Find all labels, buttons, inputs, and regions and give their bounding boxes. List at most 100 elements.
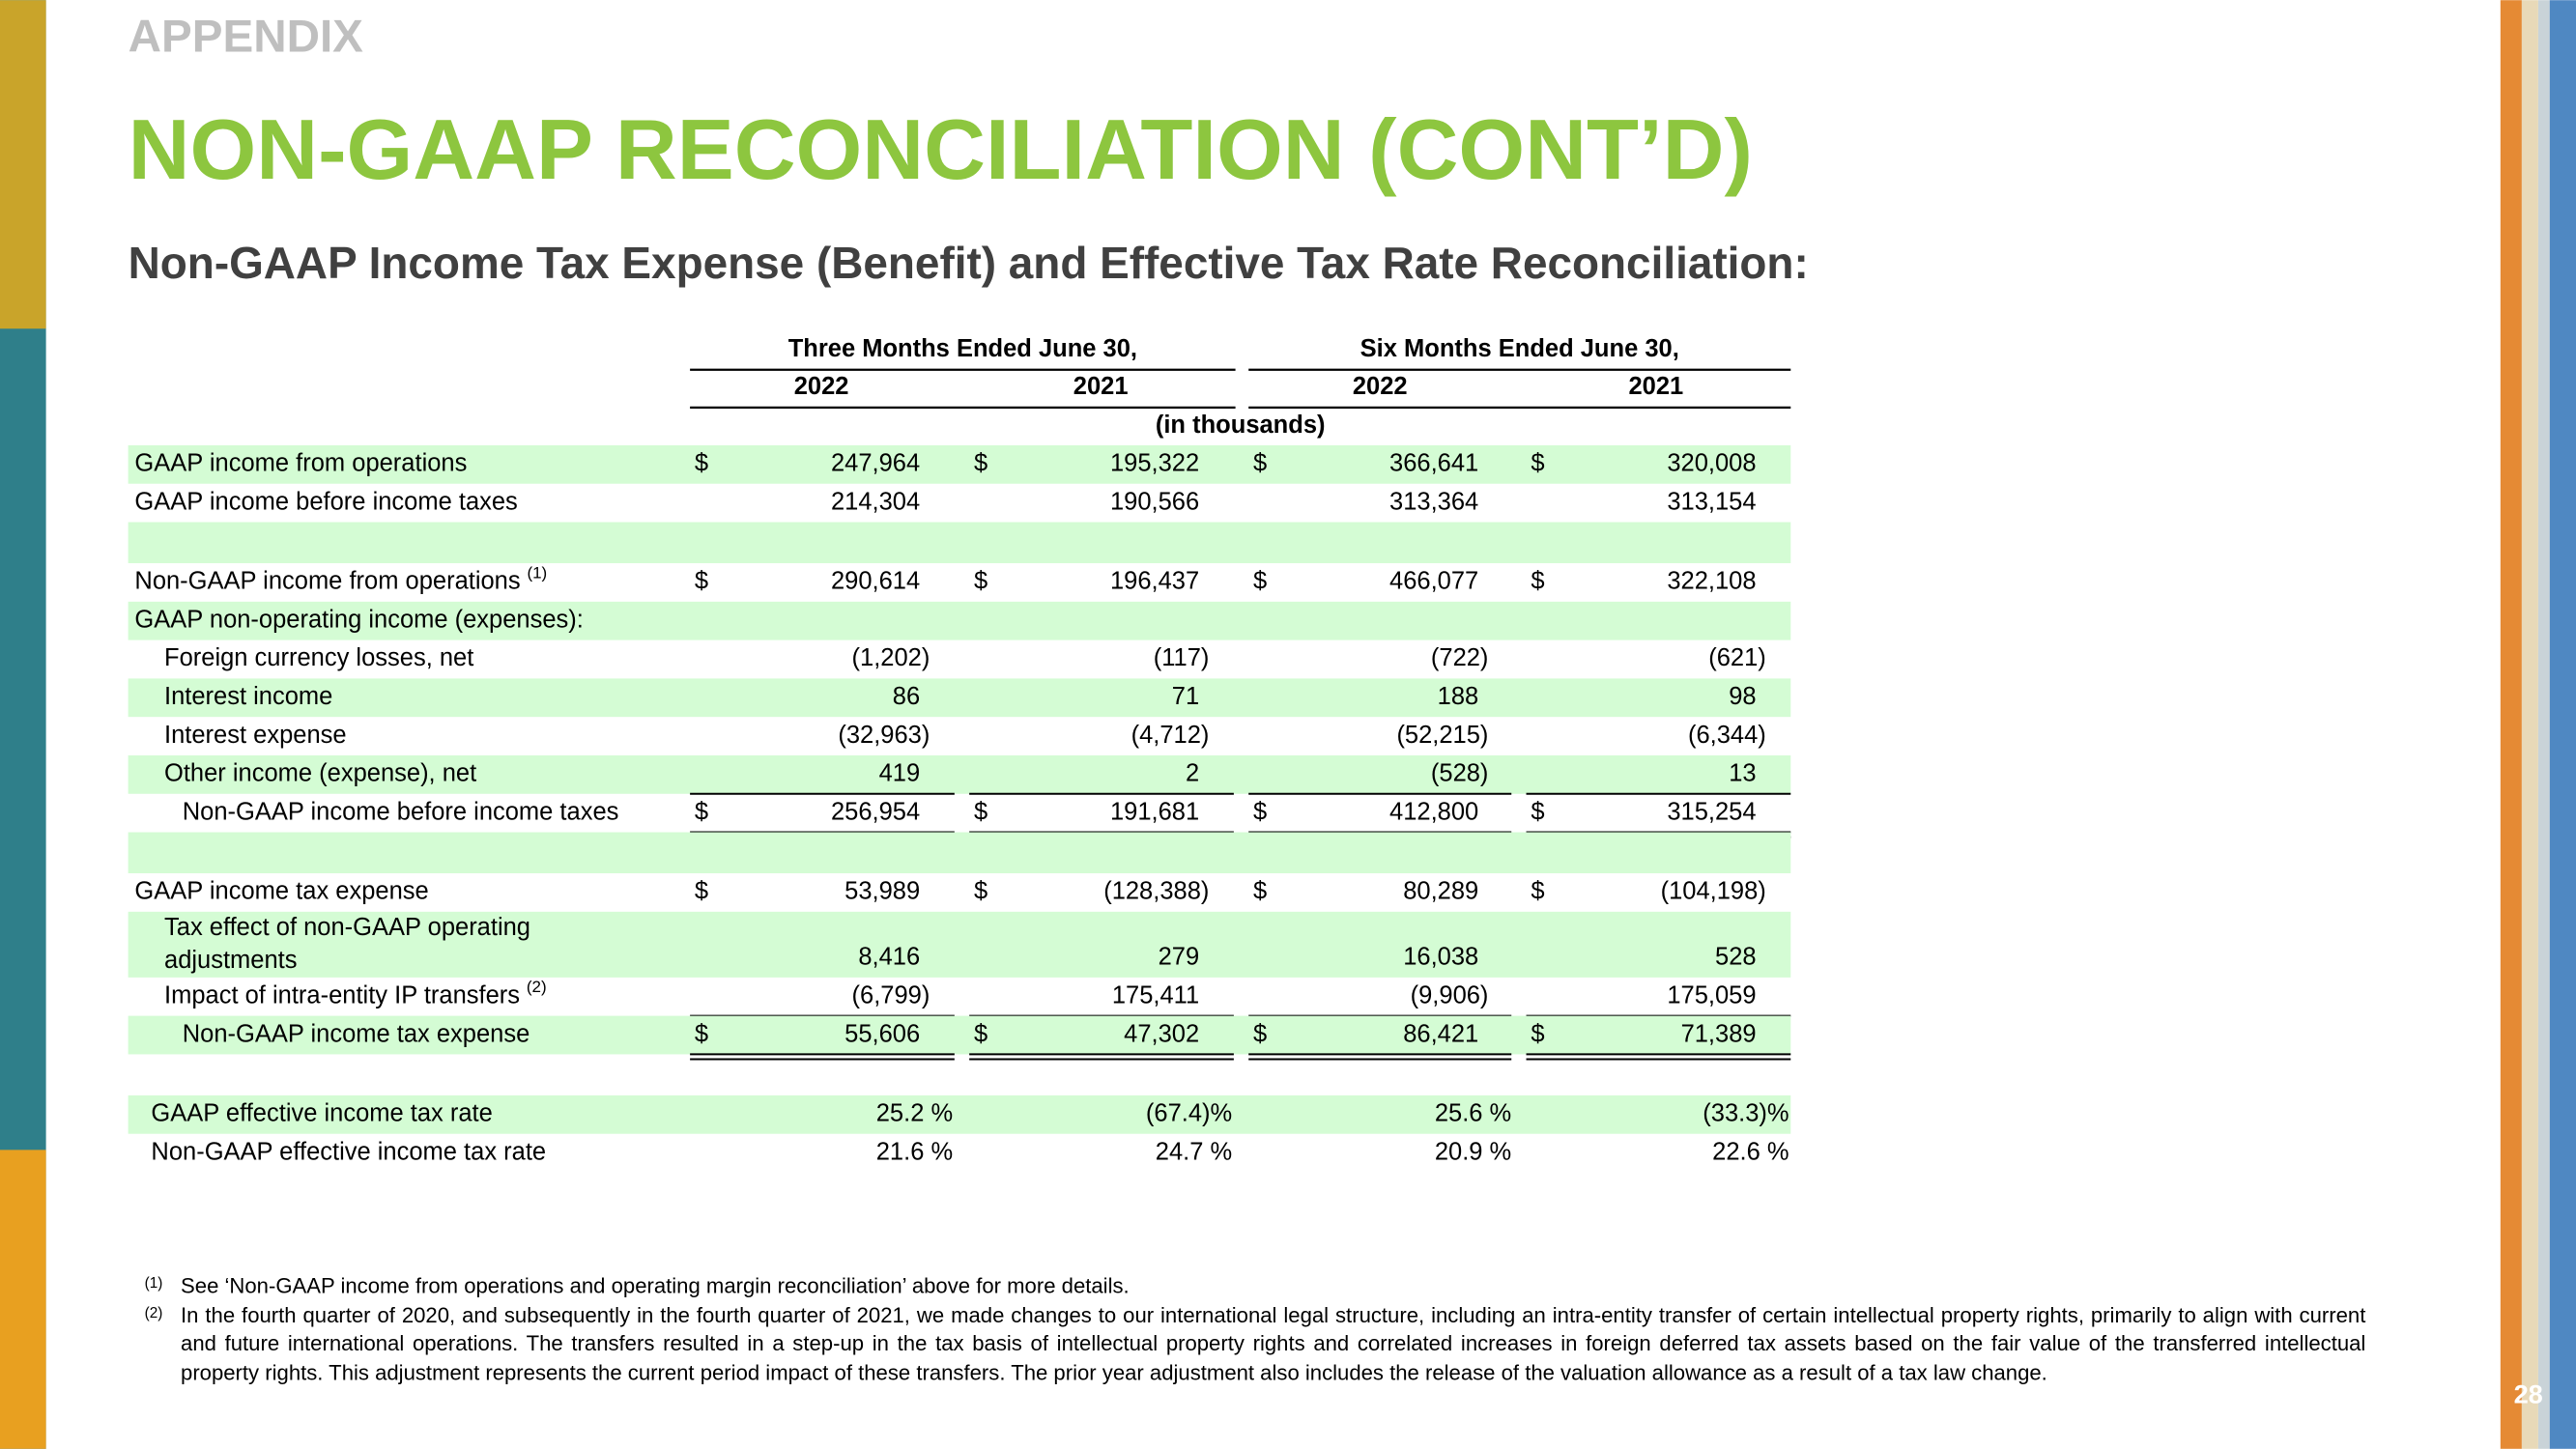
- footnote: (1) See ‘Non-GAAP income from operations …: [145, 1271, 2366, 1300]
- row-band: [128, 1015, 1791, 1055]
- currency-sign: $: [1531, 878, 1544, 905]
- cell-value: 80,289: [1403, 878, 1478, 905]
- cell-value: 313,154: [1667, 488, 1756, 515]
- cell-value: 279: [1159, 944, 1200, 971]
- note-marker: (2): [527, 979, 547, 997]
- cell-value: (6,344): [1688, 722, 1766, 749]
- cell-value: 21.6 %: [876, 1138, 953, 1165]
- currency-sign: $: [1253, 798, 1267, 825]
- units-label: (in thousands): [1156, 412, 1326, 439]
- cell-value: 24.7 %: [1156, 1138, 1232, 1165]
- footnote-marker: (2): [144, 1303, 163, 1321]
- cell-value: 315,254: [1667, 798, 1756, 825]
- row-label: Interest income: [164, 683, 332, 710]
- row-band: [128, 832, 1791, 874]
- column-group-header: Three Months Ended June 30,: [788, 335, 1137, 362]
- section-label: APPENDIX: [129, 12, 364, 63]
- footnotes: (1) See ‘Non-GAAP income from operations …: [145, 1271, 2366, 1386]
- currency-sign: $: [695, 798, 708, 825]
- currency-sign: $: [1253, 878, 1267, 905]
- cell-value: 22.6 %: [1712, 1138, 1789, 1165]
- row-label: Impact of intra-entity IP transfers (2): [164, 979, 547, 1009]
- row-band: [128, 1094, 1791, 1134]
- cell-value: 412,800: [1389, 798, 1478, 825]
- left-decoration: [0, 0, 46, 329]
- cell-value: 256,954: [831, 798, 920, 825]
- cell-value: 25.6 %: [1435, 1100, 1511, 1127]
- year-header: 2021: [1073, 373, 1129, 400]
- footnote-marker: (1): [144, 1274, 163, 1292]
- cell-value: 191,681: [1110, 798, 1199, 825]
- cell-value: (1,202): [852, 644, 930, 671]
- cell-value: 25.2 %: [876, 1100, 953, 1127]
- row-label: Other income (expense), net: [164, 760, 476, 787]
- currency-sign: $: [974, 798, 987, 825]
- currency-sign: $: [1253, 1020, 1267, 1047]
- footnote-list: (1) See ‘Non-GAAP income from operations …: [145, 1271, 2366, 1386]
- right-stripe: [2549, 0, 2576, 1449]
- row-label: Non-GAAP income before income taxes: [183, 798, 619, 825]
- currency-sign: $: [974, 1020, 987, 1047]
- cell-value: (722): [1431, 644, 1489, 671]
- cell-value: (33.3)%: [1703, 1100, 1789, 1127]
- currency-sign: $: [1531, 798, 1544, 825]
- footnote-text: In the fourth quarter of 2020, and subse…: [181, 1301, 2366, 1384]
- currency-sign: $: [695, 1020, 708, 1047]
- cell-value: 175,411: [1112, 981, 1199, 1009]
- currency-sign: $: [695, 568, 708, 595]
- footnote: (2) In the fourth quarter of 2020, and su…: [145, 1300, 2366, 1386]
- cell-value: 71: [1172, 683, 1199, 710]
- cell-value: 528: [1715, 944, 1757, 971]
- currency-sign: $: [974, 568, 987, 595]
- row-label: GAAP income tax expense: [134, 878, 428, 905]
- cell-value: 13: [1729, 760, 1756, 787]
- row-label: Interest expense: [164, 722, 347, 749]
- right-stripe: [2500, 0, 2522, 1449]
- cell-value: (104,198): [1661, 878, 1766, 905]
- cell-value: 214,304: [831, 488, 920, 515]
- currency-sign: $: [1531, 450, 1544, 477]
- cell-value: 313,364: [1389, 488, 1478, 515]
- year-header: 2022: [794, 373, 849, 400]
- currency-sign: $: [1253, 568, 1267, 595]
- cell-value: 98: [1729, 683, 1756, 710]
- column-group-header: Six Months Ended June 30,: [1360, 335, 1679, 362]
- cell-value: (67.4)%: [1146, 1100, 1232, 1127]
- cell-value: 55,606: [844, 1020, 920, 1047]
- cell-value: 2: [1186, 760, 1199, 787]
- cell-value: (52,215): [1396, 722, 1488, 749]
- row-label: Non-GAAP income from operations (1): [134, 564, 547, 595]
- row-label: Tax effect of non-GAAP operating adjustme…: [164, 914, 530, 974]
- cell-value: 188: [1438, 683, 1479, 710]
- row-band: [128, 754, 1791, 794]
- row-label: GAAP income from operations: [134, 450, 467, 477]
- cell-value: 20.9 %: [1435, 1138, 1511, 1165]
- row-label: Non-GAAP income tax expense: [183, 1020, 530, 1047]
- year-header: 2022: [1353, 373, 1408, 400]
- row-band: [128, 911, 1791, 978]
- cell-value: (128,388): [1103, 878, 1209, 905]
- cell-value: 322,108: [1667, 568, 1756, 595]
- currency-sign: $: [974, 450, 987, 477]
- cell-value: 195,322: [1110, 450, 1199, 477]
- cell-value: 190,566: [1110, 488, 1199, 515]
- cell-value: 175,059: [1667, 981, 1756, 1009]
- row-label: GAAP non-operating income (expenses):: [134, 606, 583, 633]
- cell-value: 466,077: [1389, 568, 1478, 595]
- cell-value: 247,964: [831, 450, 920, 477]
- cell-value: 196,437: [1110, 568, 1199, 595]
- cell-value: 16,038: [1403, 944, 1478, 971]
- cell-value: 8,416: [858, 944, 920, 971]
- currency-sign: $: [1531, 568, 1544, 595]
- cell-value: 320,008: [1667, 450, 1756, 477]
- cell-value: 47,302: [1124, 1020, 1199, 1047]
- cell-value: 86: [893, 683, 920, 710]
- right-stripe: [2521, 0, 2538, 1449]
- row-band: [128, 601, 1791, 640]
- note-marker: (1): [527, 564, 547, 582]
- cell-value: 290,614: [831, 568, 920, 595]
- footnote-text: See ‘Non-GAAP income from operations and…: [181, 1272, 1130, 1298]
- currency-sign: $: [695, 450, 708, 477]
- row-band: [128, 444, 1791, 484]
